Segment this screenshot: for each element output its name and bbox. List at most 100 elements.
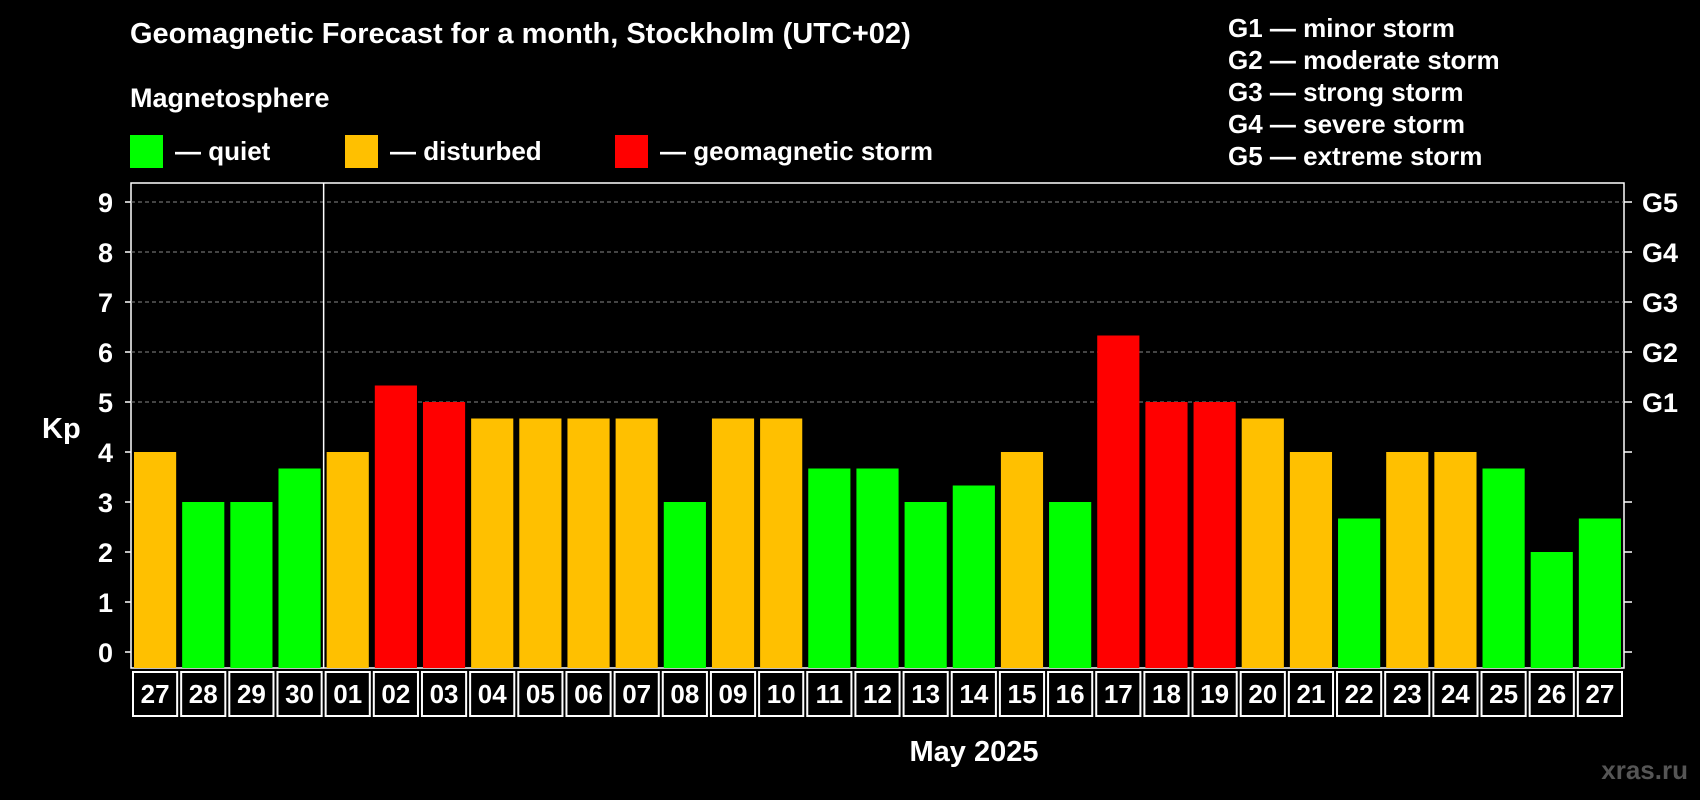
date-label-9-06: 06 — [574, 679, 603, 709]
g-scale-legend: G1 — minor storm G2 — moderate storm G3 … — [1228, 12, 1500, 172]
date-cell-15 — [854, 671, 901, 717]
date-cell-12 — [709, 671, 757, 717]
g-legend-g3: G3 — strong storm — [1228, 77, 1464, 107]
date-cell-19 — [1047, 671, 1094, 717]
legend-disturbed-swatch — [345, 134, 378, 168]
bar-3-30 — [278, 468, 321, 668]
bar-13-10 — [760, 418, 803, 668]
date-label-22-19: 19 — [1200, 679, 1229, 709]
bar-11-08 — [663, 502, 706, 668]
date-cell-14 — [806, 671, 853, 717]
date-label-20-17: 17 — [1104, 679, 1133, 709]
bar-20-17 — [1097, 335, 1140, 668]
bar-28-25 — [1482, 468, 1525, 668]
bar-23-20 — [1241, 418, 1284, 668]
y-tick-label-1: 1 — [98, 588, 113, 618]
date-label-11-08: 08 — [670, 679, 699, 709]
y-tick-label-4: 4 — [98, 438, 113, 468]
bar-2-29 — [230, 502, 273, 668]
legend-storm-label: — geomagnetic storm — [660, 135, 934, 166]
date-label-24-21: 21 — [1296, 679, 1325, 709]
bar-0-27 — [134, 452, 177, 668]
y-tick-label-8: 8 — [98, 238, 113, 268]
date-label-3-30: 30 — [285, 679, 314, 709]
date-cell-6 — [420, 671, 468, 717]
bar-18-15 — [1000, 452, 1044, 668]
date-cell-27 — [1432, 671, 1479, 717]
bar-14-11 — [808, 468, 851, 668]
bar-30-27 — [1578, 518, 1621, 668]
bar-17-14 — [952, 485, 995, 668]
bar-22-19 — [1193, 402, 1236, 668]
bar-8-05 — [519, 418, 562, 668]
legend-storm-swatch — [615, 134, 648, 168]
g-legend-g1: G1 — minor storm — [1228, 13, 1455, 43]
bar-7-04 — [471, 418, 514, 668]
date-cell-5 — [372, 671, 419, 717]
watermark: xras.ru — [1601, 755, 1688, 785]
bar-9-06 — [567, 418, 610, 668]
date-label-16-13: 13 — [911, 679, 940, 709]
date-cell-3 — [276, 671, 323, 717]
legend-quiet-label: — quiet — [175, 135, 271, 166]
magnetosphere-label: Magnetosphere — [130, 83, 330, 113]
date-cell-22 — [1191, 671, 1238, 717]
bar-4-01 — [326, 452, 369, 668]
date-cell-0 — [132, 671, 179, 717]
bar-26-23 — [1386, 452, 1429, 668]
date-cell-16 — [902, 671, 949, 717]
bar-1-28 — [182, 502, 225, 668]
date-cell-21 — [1143, 671, 1190, 717]
legend-quiet: — quiet — [130, 134, 270, 168]
y-tick-label-6: 6 — [98, 338, 113, 368]
date-label-17-14: 14 — [959, 679, 988, 709]
date-label-10-07: 07 — [622, 679, 651, 709]
chart-title: Geomagnetic Forecast for a month, Stockh… — [130, 18, 911, 50]
bar-12-09 — [711, 418, 755, 668]
y-tick-label-5: 5 — [98, 388, 113, 418]
legend-storm: — geomagnetic storm — [615, 134, 933, 168]
date-label-12-09: 09 — [719, 679, 748, 709]
right-label-g3: G3 — [1642, 288, 1678, 318]
date-label-29-26: 26 — [1537, 679, 1566, 709]
date-label-7-04: 04 — [478, 679, 507, 709]
month-label: May 2025 — [909, 736, 1039, 768]
g-legend-g2: G2 — moderate storm — [1228, 45, 1500, 75]
y-tick-label-0: 0 — [98, 638, 113, 668]
legend-disturbed: — disturbed — [345, 134, 542, 168]
date-label-19-16: 16 — [1056, 679, 1085, 709]
bar-6-03 — [422, 402, 466, 668]
date-label-14-11: 11 — [816, 679, 844, 709]
date-cell-10 — [613, 671, 660, 717]
bar-10-07 — [615, 418, 658, 668]
date-cell-2 — [228, 671, 275, 717]
date-cell-8 — [517, 671, 564, 717]
y-axis-label: Kp — [42, 413, 81, 445]
date-cell-28 — [1480, 671, 1527, 717]
right-label-g4: G4 — [1642, 238, 1678, 268]
right-label-g5: G5 — [1642, 188, 1678, 218]
g-legend-g4: G4 — severe storm — [1228, 109, 1466, 139]
bar-27-24 — [1434, 452, 1477, 668]
y-tick-label-2: 2 — [98, 538, 113, 568]
y-tick-label-3: 3 — [98, 488, 113, 518]
date-label-6-03: 03 — [430, 679, 459, 709]
date-cell-1 — [180, 671, 227, 717]
date-cell-20 — [1095, 671, 1142, 717]
date-label-8-05: 05 — [526, 679, 555, 709]
date-label-30-27: 27 — [1585, 679, 1614, 709]
date-cell-23 — [1239, 671, 1286, 717]
legend-disturbed-label: — disturbed — [390, 135, 542, 166]
date-label-5-02: 02 — [381, 679, 410, 709]
bar-25-22 — [1338, 518, 1381, 668]
right-label-g1: G1 — [1642, 388, 1678, 418]
date-label-0-27: 27 — [141, 679, 170, 709]
date-cell-24 — [1287, 671, 1335, 717]
date-cell-26 — [1384, 671, 1431, 717]
date-cell-4 — [324, 671, 371, 717]
bar-19-16 — [1049, 502, 1092, 668]
date-label-13-10: 10 — [767, 679, 796, 709]
legend-quiet-swatch — [130, 134, 163, 168]
date-cell-30 — [1576, 671, 1624, 717]
